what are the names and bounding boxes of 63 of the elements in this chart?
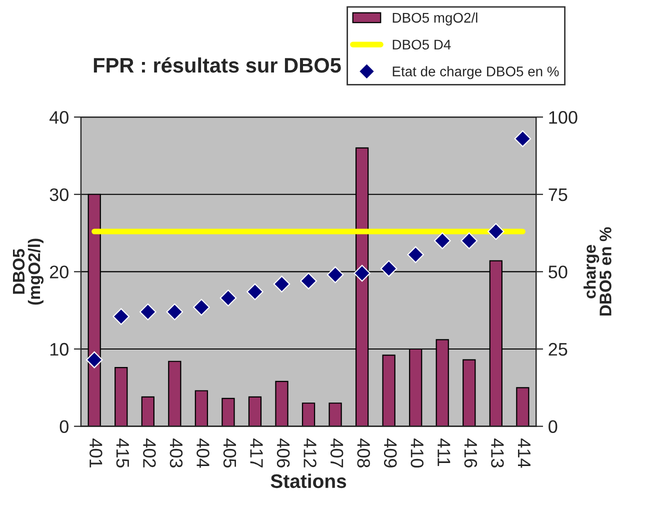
y-tick-label: 30 [50, 188, 68, 202]
y2-tick-label: 75 [548, 188, 568, 202]
y2-tick-label: 50 [548, 266, 568, 278]
point [354, 264, 370, 282]
bar [222, 398, 235, 426]
point [246, 283, 264, 300]
y-tick-label: 0 [60, 420, 68, 434]
y-axis-title: DBO5 (mgO2/l) [12, 238, 44, 305]
point [407, 246, 424, 264]
x-tick-label: 401 [90, 438, 102, 468]
x-tick-label: 411 [438, 438, 450, 466]
point [488, 223, 504, 240]
x-tick-label: 404 [196, 438, 210, 468]
x-tick-label: 402 [143, 438, 156, 468]
chart-title: FPR : résultats sur DBO5 [94, 57, 341, 73]
x-tick-label: 408 [357, 438, 370, 468]
x-tick-label: 415 [116, 438, 129, 468]
x-tick-label: 407 [330, 438, 344, 468]
bar [114, 367, 128, 426]
bar [248, 396, 262, 426]
point [514, 130, 532, 148]
point [380, 260, 398, 278]
bar [328, 402, 342, 426]
bar [462, 359, 476, 426]
bar [275, 380, 288, 426]
bar [516, 387, 530, 426]
point [193, 298, 210, 316]
x-tick-label: 409 [384, 438, 397, 468]
bar [302, 402, 316, 426]
point [434, 232, 451, 250]
legend-label: DBO5 D4 [392, 40, 451, 50]
y2-tick-label: 100 [549, 111, 578, 124]
x-tick-label: 410 [410, 438, 424, 468]
x-tick-label: 413 [491, 438, 504, 468]
y-tick-label: 40 [50, 111, 68, 124]
point [300, 272, 317, 290]
x-tick-label: 417 [250, 438, 263, 468]
bar [382, 354, 396, 426]
bar [168, 360, 182, 426]
point [86, 351, 103, 368]
bar [194, 390, 208, 426]
y2-tick-label: 0 [548, 420, 558, 434]
point [273, 276, 290, 292]
point [326, 266, 344, 284]
x-axis-title: Stations [270, 474, 346, 488]
x-tick-label: 412 [304, 438, 316, 468]
legend-label: DBO5 mgO2/l [392, 12, 478, 26]
x-tick-label: 416 [464, 438, 478, 468]
point [112, 308, 130, 325]
y2-axis-title: charge DBO5 en % [584, 227, 612, 316]
point [166, 303, 184, 320]
legend-label: Etat de charge DBO5 en % [392, 66, 559, 80]
y-tick-label: 20 [50, 266, 68, 278]
bar [141, 396, 154, 426]
x-tick-label: 403 [170, 438, 183, 468]
point [139, 303, 156, 320]
y2-tick-label: 25 [548, 342, 568, 356]
y-tick-label: 10 [50, 342, 68, 356]
x-tick-label: 414 [518, 438, 530, 468]
x-tick-label: 405 [223, 438, 236, 468]
point [220, 290, 237, 306]
point [460, 232, 478, 250]
x-tick-label: 406 [276, 438, 290, 468]
